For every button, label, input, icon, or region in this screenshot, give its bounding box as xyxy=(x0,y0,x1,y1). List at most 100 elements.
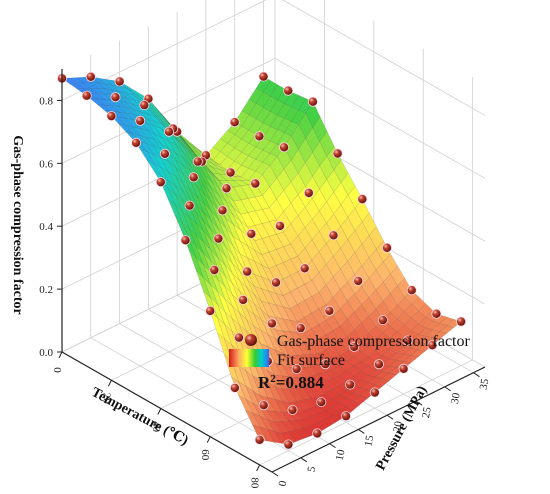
legend-label-points: Gas-phase compression factor xyxy=(277,333,470,350)
x-tick-label: 0 xyxy=(51,367,63,373)
data-point xyxy=(254,131,265,142)
data-point xyxy=(233,332,244,343)
y-tick-label: 15 xyxy=(363,434,377,447)
data-point xyxy=(139,100,150,111)
data-point xyxy=(299,263,310,274)
z-tick-label: 0.0 xyxy=(39,347,53,359)
y-axis-label: Pressure (MPa) xyxy=(373,383,430,473)
data-point xyxy=(209,264,220,275)
gridline-sidewall-z xyxy=(274,57,486,179)
z-tick-label: 0.6 xyxy=(39,158,53,170)
legend: Gas-phase compression factor Fit surface… xyxy=(229,333,470,392)
data-point xyxy=(287,404,298,415)
data-point xyxy=(238,294,249,305)
gridline-floor-x xyxy=(259,359,473,466)
x-tick-mark xyxy=(107,380,112,387)
data-point xyxy=(402,335,413,346)
data-point xyxy=(266,318,277,329)
y-tick-mark xyxy=(329,443,336,449)
data-point xyxy=(291,363,302,374)
x-tick-label: 80 xyxy=(249,477,261,489)
data-point xyxy=(159,148,170,159)
data-point xyxy=(312,428,323,439)
data-point xyxy=(85,71,96,82)
y-tick-label: 0 xyxy=(277,479,290,487)
data-point xyxy=(258,71,269,82)
data-point xyxy=(135,115,146,126)
data-point xyxy=(377,315,388,326)
y-tick-mark xyxy=(473,372,480,378)
data-point xyxy=(250,178,261,189)
data-point xyxy=(110,92,121,103)
data-point xyxy=(106,111,117,122)
data-point xyxy=(456,316,467,327)
x-tick-mark xyxy=(206,436,211,443)
y-tick-mark xyxy=(444,386,451,392)
data-point xyxy=(316,396,327,407)
x-tick-label: 20 xyxy=(100,393,112,405)
data-point xyxy=(221,183,232,194)
legend-marker-points xyxy=(245,334,257,346)
x-tick-label: 40 xyxy=(150,421,162,433)
data-point xyxy=(188,172,199,183)
data-point xyxy=(229,382,240,393)
surface-patch xyxy=(374,378,390,387)
data-point xyxy=(242,266,253,277)
r2-value: =0.884 xyxy=(276,373,324,392)
data-point xyxy=(205,305,216,316)
z-tick-label: 0.2 xyxy=(39,284,53,296)
y-tick-label: 30 xyxy=(449,391,463,404)
y-tick-mark xyxy=(300,457,308,463)
x-tick-label: 60 xyxy=(199,449,211,461)
data-point xyxy=(427,340,438,351)
data-point xyxy=(320,359,331,370)
data-point xyxy=(283,85,294,96)
data-point xyxy=(398,363,409,374)
z-tick-label: 0.4 xyxy=(39,221,53,233)
data-point xyxy=(81,90,92,101)
x-tick-mark xyxy=(58,351,63,359)
data-point xyxy=(192,156,203,167)
y-tick-label: 5 xyxy=(305,465,318,473)
data-point xyxy=(295,323,306,334)
axes: 0 20 40 60 80 0 5 10 15 20 25 30 35 0.0 0.2 0.4 0.6 0.8 xyxy=(39,69,491,489)
y-tick-label: 20 xyxy=(391,420,405,433)
data-point xyxy=(180,235,191,246)
data-point xyxy=(155,177,166,188)
gridline-sidewall-z xyxy=(282,0,486,116)
data-point xyxy=(345,379,356,390)
z-tick-label: 0.8 xyxy=(39,95,53,107)
data-point xyxy=(431,308,442,319)
x-tick-mark xyxy=(256,464,261,472)
data-point xyxy=(270,277,281,288)
data-point xyxy=(324,305,335,316)
data-point xyxy=(229,117,240,128)
x-axis-line xyxy=(61,351,273,473)
data-point xyxy=(274,220,285,231)
y-axis-line xyxy=(271,366,486,473)
data-point xyxy=(332,148,343,159)
gridline-backwall-z xyxy=(61,57,276,164)
data-point xyxy=(406,285,417,296)
data-point xyxy=(114,76,125,87)
data-point xyxy=(357,194,368,205)
r2-symbol: R xyxy=(258,373,271,392)
legend-marker-surface xyxy=(229,349,269,367)
y-tick-mark xyxy=(386,414,394,420)
legend-label-surface: Fit surface xyxy=(277,352,345,369)
z-axis-label: Gas-phase compression factor xyxy=(10,135,25,314)
r2-annotation: R2=0.884 xyxy=(258,373,324,392)
data-point xyxy=(217,205,228,216)
data-point xyxy=(254,434,265,445)
data-point xyxy=(303,187,314,198)
data-point xyxy=(213,233,224,244)
x-tick-mark xyxy=(157,408,162,415)
data-point xyxy=(283,439,294,450)
data-point xyxy=(328,230,339,241)
y-tick-label: 25 xyxy=(420,406,434,419)
surface-patch xyxy=(439,325,455,334)
data-point xyxy=(373,359,384,370)
r2-superscript: 2 xyxy=(270,373,276,385)
